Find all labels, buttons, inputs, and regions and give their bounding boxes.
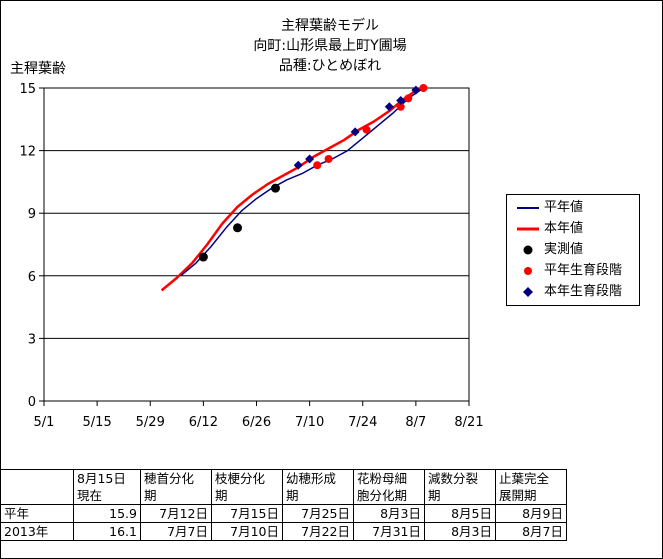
measured-point bbox=[233, 223, 243, 233]
header-pollen-mother-line2: 胞分化期 bbox=[357, 488, 408, 503]
header-young-panicle: 幼穂形成期 bbox=[282, 469, 354, 505]
cell-normal-panicle-neck: 7月12日 bbox=[140, 504, 212, 523]
cell-normal-current: 15.9 bbox=[73, 504, 141, 523]
cell-year-panicle-neck: 7月7日 bbox=[140, 522, 212, 541]
legend-label-current: 本年値 bbox=[544, 221, 584, 236]
normal-year-line bbox=[180, 87, 424, 277]
x-tick-label: 6/26 bbox=[242, 415, 271, 430]
current-stage-point bbox=[350, 127, 360, 137]
normal-stage-point bbox=[396, 102, 405, 111]
legend-label-current-stage: 本年生育段階 bbox=[544, 284, 623, 299]
x-tick-label: 8/21 bbox=[454, 415, 483, 430]
cell-normal-young-panicle: 7月25日 bbox=[282, 504, 354, 523]
cell-normal-meiosis: 8月5日 bbox=[424, 504, 496, 523]
row-label-current-year: 2013年 bbox=[0, 522, 74, 541]
cell-normal-pollen-mother: 8月3日 bbox=[353, 504, 425, 523]
current-year-line bbox=[160, 86, 421, 292]
header-young-panicle-line2: 期 bbox=[286, 488, 299, 503]
normal-stage-point bbox=[419, 84, 428, 92]
table-corner-cell bbox=[0, 469, 74, 505]
header-flag-leaf-line1: 止葉完全 bbox=[499, 471, 550, 486]
legend-symbol-normal-stage bbox=[524, 267, 532, 275]
row-label-normal: 平年 bbox=[0, 504, 74, 523]
legend-label-normal-stage: 平年生育段階 bbox=[544, 263, 623, 278]
measured-point bbox=[270, 183, 280, 193]
header-panicle-neck-line2: 期 bbox=[144, 488, 157, 503]
x-tick-label: 5/1 bbox=[34, 415, 55, 430]
leaf-age-chart: 0 3 6 9 12 15 5/1 5/15 5/29 6/12 6/26 7/10 7/24 8/7 8/… bbox=[19, 82, 483, 430]
measured-point bbox=[198, 252, 208, 262]
header-meiosis-line2: 期 bbox=[428, 488, 441, 503]
y-tick-label: 15 bbox=[19, 82, 36, 97]
legend-symbol-current-stage bbox=[523, 287, 533, 297]
header-panicle-neck: 穂首分化期 bbox=[140, 469, 212, 505]
header-branch-line1: 枝梗分化 bbox=[215, 471, 266, 486]
header-panicle-neck-line1: 穂首分化 bbox=[144, 471, 195, 486]
header-current-line1: 8月15日 bbox=[77, 471, 126, 486]
header-pollen-mother: 花粉母細 胞分化期 bbox=[353, 469, 425, 505]
current-stage-point bbox=[396, 96, 406, 106]
header-flag-leaf-line2: 展開期 bbox=[499, 488, 537, 503]
cell-year-flag-leaf: 8月7日 bbox=[495, 522, 567, 541]
cell-year-pollen-mother: 7月31日 bbox=[353, 522, 425, 541]
y-axis-label: 主稈葉齢 bbox=[10, 61, 66, 77]
x-tick-label: 5/15 bbox=[83, 415, 112, 430]
current-stage-point bbox=[305, 154, 315, 164]
cell-normal-flag-leaf: 8月9日 bbox=[495, 504, 567, 523]
chart-subtitle-variety: 品種:ひとめぼれ bbox=[278, 58, 382, 74]
table-row: 平年 15.9 7月12日 7月15日 7月25日 8月3日 8月5日 8月9日 bbox=[0, 504, 567, 523]
legend-label-measured: 実測値 bbox=[544, 242, 584, 257]
header-young-panicle-line1: 幼穂形成 bbox=[286, 471, 337, 486]
y-tick-label: 6 bbox=[28, 270, 36, 285]
normal-stage-point bbox=[324, 154, 333, 163]
current-stage-point bbox=[384, 102, 394, 112]
legend-symbol-measured bbox=[523, 245, 533, 255]
x-tick-label: 7/10 bbox=[295, 415, 324, 430]
legend: 平年値 本年値 実測値 平年生育段階 本年生育段階 bbox=[506, 194, 640, 306]
cell-year-young-panicle: 7月22日 bbox=[282, 522, 354, 541]
header-flag-leaf: 止葉完全 展開期 bbox=[495, 469, 567, 505]
cell-year-meiosis: 8月3日 bbox=[424, 522, 496, 541]
header-meiosis-line1: 減数分裂 bbox=[428, 471, 479, 486]
header-current: 8月15日現在 bbox=[73, 469, 141, 505]
x-tick-label: 7/24 bbox=[348, 415, 377, 430]
legend-label-normal: 平年値 bbox=[544, 200, 584, 215]
x-tick-label: 5/29 bbox=[136, 415, 165, 430]
legend-item-normal-stage: 平年生育段階 bbox=[507, 262, 637, 280]
chart-subtitle-location: 向町:山形県最上町Y圃場 bbox=[253, 38, 407, 54]
y-tick-label: 3 bbox=[28, 332, 36, 347]
normal-stage-point bbox=[313, 161, 322, 170]
normal-stage-point bbox=[362, 125, 371, 134]
y-tick-label: 0 bbox=[28, 395, 36, 410]
growth-stage-table: 8月15日現在 穂首分化期 枝梗分化期 幼穂形成期 花粉母細胞分化期 減数分裂期… bbox=[0, 469, 567, 541]
legend-item-current-line: 本年値 bbox=[507, 220, 637, 238]
chart-title: 主稈葉齢モデル bbox=[281, 18, 379, 34]
normal-stage-point bbox=[404, 94, 413, 103]
y-tick-label: 12 bbox=[19, 145, 36, 160]
header-branch-line2: 期 bbox=[215, 488, 228, 503]
cell-year-branch: 7月10日 bbox=[211, 522, 283, 541]
y-tick-label: 9 bbox=[28, 207, 36, 222]
current-stage-point bbox=[411, 85, 421, 95]
header-pollen-mother-line1: 花粉母細 bbox=[357, 471, 408, 486]
legend-symbol-normal-line bbox=[517, 207, 539, 209]
current-stage-point bbox=[293, 160, 303, 170]
legend-item-normal-line: 平年値 bbox=[507, 199, 637, 217]
legend-item-measured: 実測値 bbox=[507, 241, 637, 259]
cell-year-current: 16.1 bbox=[73, 522, 141, 541]
plot-area bbox=[43, 87, 470, 402]
table-row: 2013年 16.1 7月7日 7月10日 7月22日 7月31日 8月3日 8… bbox=[0, 522, 567, 541]
header-current-line2: 現在 bbox=[77, 488, 103, 503]
cell-normal-branch: 7月15日 bbox=[211, 504, 283, 523]
header-meiosis: 減数分裂期 bbox=[424, 469, 496, 505]
legend-symbol-current-line bbox=[517, 227, 539, 231]
table-header-row: 8月15日現在 穂首分化期 枝梗分化期 幼穂形成期 花粉母細胞分化期 減数分裂期… bbox=[0, 469, 567, 505]
legend-item-current-stage: 本年生育段階 bbox=[507, 283, 637, 301]
x-tick-label: 6/12 bbox=[189, 415, 218, 430]
x-tick-label: 8/7 bbox=[405, 415, 426, 430]
header-branch: 枝梗分化期 bbox=[211, 469, 283, 505]
